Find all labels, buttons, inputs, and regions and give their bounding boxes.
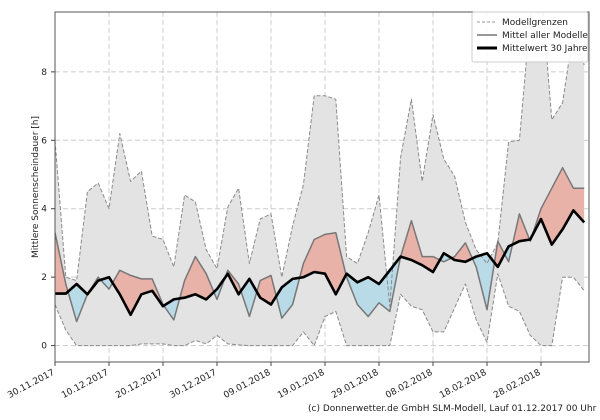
legend-item-bounds: Modellgrenzen (502, 18, 568, 28)
mean-30-years-line (55, 209, 586, 317)
plot-frame (54, 11, 590, 363)
y-tick-label: 4 (41, 205, 47, 215)
legend-item-mean30: Mittelwert 30 Jahre (502, 44, 588, 54)
model-range-area (55, 12, 585, 346)
above-average-area (55, 167, 585, 315)
y-tick-label: 2 (41, 273, 47, 283)
legend: Modellgrenzen Mittel aller Modelle Mitte… (471, 11, 589, 63)
y-tick-label: 0 (41, 342, 47, 352)
x-tick-label: 09.01.2018 (222, 368, 272, 401)
x-tick-label: 30.11.2017 (6, 368, 56, 401)
x-tick-label: 20.12.2017 (114, 368, 164, 401)
y-axis: 0 2 4 6 8 (41, 68, 55, 352)
x-tick-label: 28.02.2018 (492, 368, 542, 401)
x-tick-label: 18.02.2018 (438, 368, 488, 401)
x-axis: 30.11.2017 10.12.2017 20.12.2017 30.12.2017… (6, 362, 543, 401)
upper-bound-line (55, 12, 585, 307)
x-tick-label: 08.02.2018 (384, 368, 434, 401)
y-axis-label: Mittlere Sonnenscheindauer [h] (31, 116, 41, 258)
x-tick-label: 10.12.2017 (60, 368, 110, 401)
y-tick-label: 6 (41, 136, 47, 146)
y-tick-label: 8 (41, 68, 47, 78)
x-tick-label: 19.01.2018 (276, 368, 326, 401)
legend-item-model-mean: Mittel aller Modelle (502, 31, 588, 41)
credit-text: (c) Donnerwetter.de GmbH SLM-Modell, Lau… (308, 404, 597, 414)
x-tick-label: 29.01.2018 (330, 368, 380, 401)
x-tick-label: 30.12.2017 (168, 368, 218, 401)
model-mean-line (55, 166, 585, 323)
lower-bound-line (55, 273, 585, 347)
